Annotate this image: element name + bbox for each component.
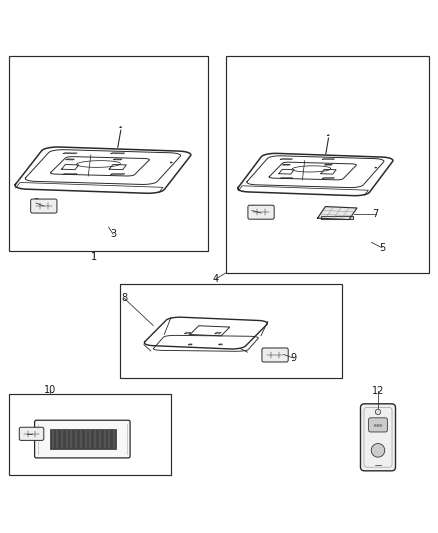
Text: 3: 3 (110, 229, 116, 239)
Polygon shape (321, 215, 353, 220)
Text: 2: 2 (33, 198, 39, 208)
Text: 10: 10 (44, 385, 57, 395)
Circle shape (379, 424, 382, 427)
Circle shape (371, 443, 385, 457)
Bar (226, 56, 429, 273)
Text: 4: 4 (213, 274, 219, 284)
Bar (9, 56, 208, 251)
Circle shape (377, 424, 379, 427)
FancyBboxPatch shape (31, 199, 57, 213)
Bar (120, 284, 342, 378)
Bar (50, 429, 117, 449)
FancyBboxPatch shape (360, 404, 396, 471)
Text: 12: 12 (372, 386, 384, 397)
Text: 6: 6 (249, 205, 255, 215)
FancyBboxPatch shape (19, 427, 44, 440)
Text: 9: 9 (290, 353, 297, 363)
FancyBboxPatch shape (262, 348, 288, 362)
Polygon shape (318, 207, 357, 220)
Text: 7: 7 (373, 209, 379, 219)
Circle shape (374, 424, 377, 427)
Bar (9, 393, 171, 474)
FancyBboxPatch shape (35, 420, 130, 458)
Text: 5: 5 (379, 243, 385, 253)
Circle shape (375, 409, 381, 415)
Text: 1: 1 (91, 252, 97, 262)
Text: 11: 11 (21, 429, 33, 439)
FancyBboxPatch shape (248, 205, 274, 219)
FancyBboxPatch shape (369, 418, 387, 432)
Text: 8: 8 (121, 293, 127, 303)
